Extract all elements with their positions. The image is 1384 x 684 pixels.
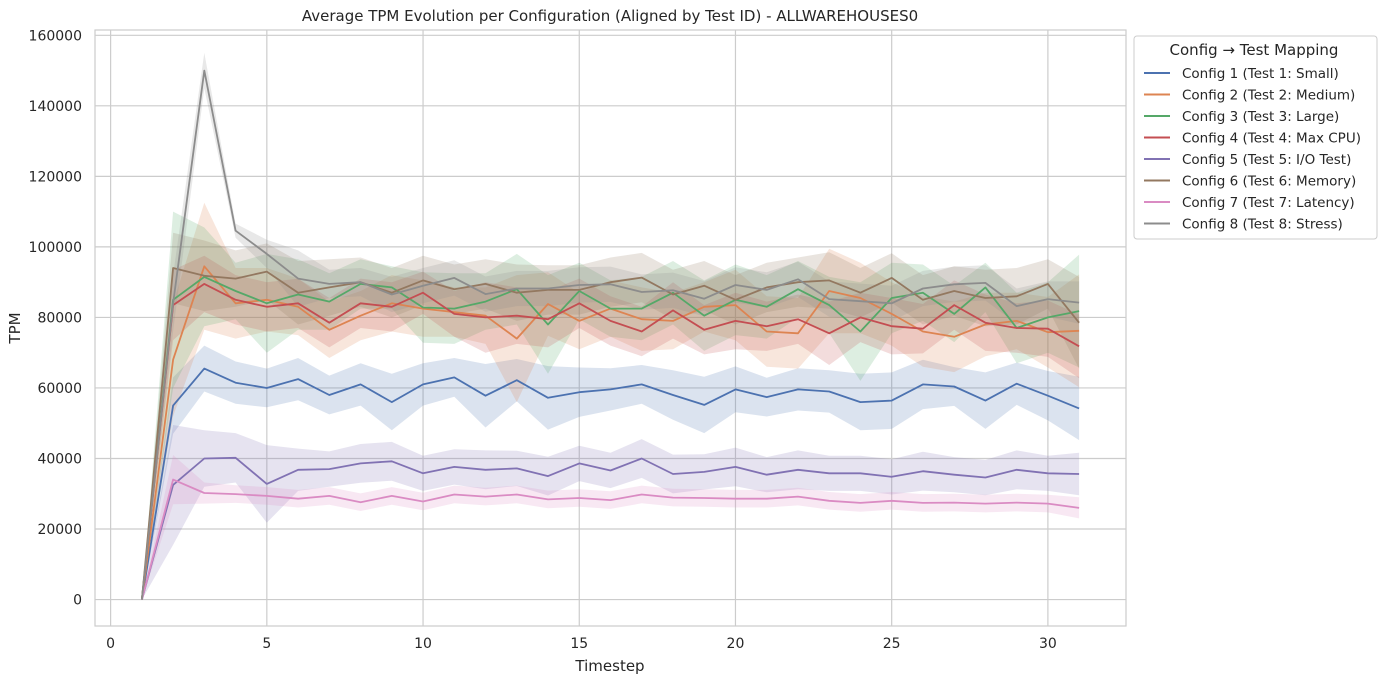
- confidence-band: [141, 345, 1080, 600]
- legend-entry-label: Config 1 (Test 1: Small): [1182, 66, 1339, 82]
- series-line: [141, 478, 1080, 600]
- legend-entry-label: Config 8 (Test 8: Stress): [1182, 217, 1343, 233]
- legend-entry-label: Config 4 (Test 4: Max CPU): [1182, 131, 1361, 147]
- y-axis-label: TPM: [6, 312, 24, 344]
- x-axis-ticks: 0 5 10 15 20 25 30: [106, 636, 1057, 652]
- y-axis-ticks: 0 20000 40000 60000 80000 100000 120000 140000 1…: [29, 28, 82, 608]
- chart-title: Average TPM Evolution per Configuration …: [302, 7, 918, 25]
- confidence-band: [141, 455, 1080, 600]
- series-line: [141, 282, 1080, 600]
- x-tick-label: 10: [414, 636, 432, 652]
- x-tick-label: 15: [570, 636, 588, 652]
- y-tick-label: 20000: [37, 522, 82, 538]
- legend: Config → Test Mapping Config 1 (Test 1: …: [1133, 35, 1378, 240]
- legend-frame: [1133, 35, 1378, 240]
- x-tick-label: 0: [106, 636, 115, 652]
- legend-entry-label: Config 5 (Test 5: I/O Test): [1182, 152, 1351, 168]
- x-axis-label: Timestep: [574, 657, 644, 675]
- legend-entry-label: Config 2 (Test 2: Medium): [1182, 88, 1355, 104]
- series-line: [141, 275, 1080, 600]
- y-tick-label: 140000: [29, 99, 82, 115]
- y-tick-label: 0: [73, 593, 82, 609]
- grid-lines: [95, 30, 1126, 626]
- y-tick-label: 100000: [29, 240, 82, 256]
- legend-items: Config 1 (Test 1: Small) Config 2 (Test 2…: [1144, 66, 1361, 233]
- confidence-band: [141, 425, 1080, 600]
- y-tick-label: 120000: [29, 169, 82, 185]
- x-tick-label: 30: [1039, 636, 1057, 652]
- y-tick-label: 60000: [37, 381, 82, 397]
- legend-title: Config → Test Mapping: [1170, 41, 1339, 59]
- confidence-band: [141, 202, 1080, 600]
- x-tick-label: 25: [883, 636, 901, 652]
- series-lines: [141, 69, 1080, 600]
- x-tick-label: 5: [262, 636, 271, 652]
- series-line: [141, 267, 1080, 600]
- confidence-band: [141, 255, 1080, 600]
- series-line: [141, 456, 1080, 600]
- y-tick-label: 160000: [29, 28, 82, 44]
- y-tick-label: 40000: [37, 451, 82, 467]
- legend-entry-label: Config 3 (Test 3: Large): [1182, 109, 1339, 125]
- series-line: [141, 69, 1080, 600]
- series-line: [141, 367, 1080, 600]
- legend-entry-label: Config 6 (Test 6: Memory): [1182, 174, 1356, 190]
- legend-entry-label: Config 7 (Test 7: Latency): [1182, 195, 1355, 211]
- confidence-band: [141, 232, 1080, 600]
- x-tick-label: 20: [727, 636, 745, 652]
- y-tick-label: 80000: [37, 310, 82, 326]
